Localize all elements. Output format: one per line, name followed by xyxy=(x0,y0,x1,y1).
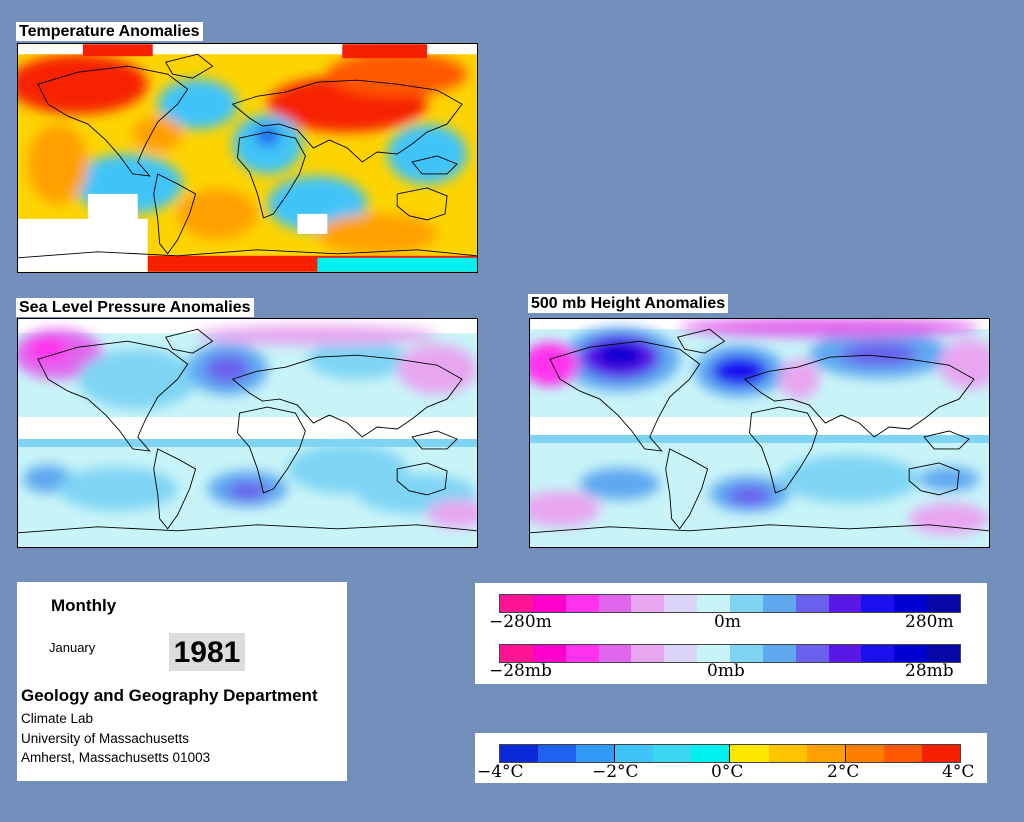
colorbar-swatch xyxy=(565,645,599,662)
height500-map-title: 500 mb Height Anomalies xyxy=(528,294,729,313)
colorbar-swatch xyxy=(883,745,922,762)
colorbar-swatch xyxy=(762,595,796,612)
colorbar-swatch xyxy=(894,645,928,662)
colorbar-swatch xyxy=(844,745,884,762)
colorbar-swatch xyxy=(664,645,698,662)
temp-label-neg4: −4°C xyxy=(477,762,524,782)
colorbar-swatch xyxy=(565,595,599,612)
height-min-label: −280m xyxy=(489,612,552,632)
colorbar-swatch xyxy=(664,595,698,612)
temp-label-2: 2°C xyxy=(827,762,860,782)
colorbar-swatch xyxy=(730,595,763,612)
colorbar-swatch xyxy=(614,745,654,762)
colorbar-swatch xyxy=(576,745,615,762)
colorbar-swatch xyxy=(921,745,960,762)
height-colorbar xyxy=(499,594,961,613)
temp-label-4: 4°C xyxy=(942,762,975,782)
height-mid-label: 0m xyxy=(714,612,741,632)
colorbar-swatch xyxy=(762,645,796,662)
address-line: Amherst, Massachusetts 01003 xyxy=(21,750,211,765)
department-name: Geology and Geography Department xyxy=(21,686,318,705)
pressure-colorbar xyxy=(499,644,961,663)
colorbar-swatch xyxy=(861,595,895,612)
pressure-mid-label: 0mb xyxy=(707,661,745,681)
info-panel: Monthly January 1981 Geology and Geograp… xyxy=(17,582,347,781)
temperature-anomaly-map xyxy=(17,43,478,273)
temperature-legend: −4°C −2°C 0°C 2°C 4°C xyxy=(475,733,987,783)
colorbar-swatch xyxy=(730,645,763,662)
colorbar-swatch xyxy=(538,745,577,762)
colorbar-swatch xyxy=(500,645,533,662)
slp-map-title: Sea Level Pressure Anomalies xyxy=(16,298,254,317)
colorbar-swatch xyxy=(598,595,632,612)
colorbar-swatch xyxy=(500,745,539,762)
period-label: Monthly xyxy=(51,596,117,615)
colorbar-swatch xyxy=(500,595,533,612)
colorbar-swatch xyxy=(729,745,769,762)
colorbar-swatch xyxy=(631,645,665,662)
colorbar-swatch xyxy=(631,595,665,612)
colorbar-swatch xyxy=(927,645,961,662)
lab-name: Climate Lab xyxy=(21,711,94,726)
colorbar-swatch xyxy=(532,645,566,662)
temperature-map-title: Temperature Anomalies xyxy=(16,22,203,41)
colorbar-swatch xyxy=(768,745,807,762)
pressure-min-label: −28mb xyxy=(489,661,552,681)
colorbar-swatch xyxy=(806,745,845,762)
colorbar-swatch xyxy=(828,595,862,612)
height-500mb-anomaly-map xyxy=(529,318,990,548)
colorbar-swatch xyxy=(697,595,731,612)
sea-level-pressure-anomaly-map xyxy=(17,318,478,548)
colorbar-swatch xyxy=(795,595,829,612)
month-label: January xyxy=(49,640,96,655)
temp-label-0: 0°C xyxy=(711,762,744,782)
colorbar-swatch xyxy=(598,645,632,662)
colorbar-swatch xyxy=(691,745,730,762)
colorbar-swatch xyxy=(894,595,928,612)
height-max-label: 280m xyxy=(905,612,954,632)
temp-label-neg2: −2°C xyxy=(592,762,639,782)
colorbar-swatch xyxy=(795,645,829,662)
pressure-max-label: 28mb xyxy=(905,661,954,681)
colorbar-swatch xyxy=(927,595,961,612)
year-display: 1981 xyxy=(169,633,245,671)
colorbar-swatch xyxy=(697,645,731,662)
colorbar-swatch xyxy=(828,645,862,662)
colorbar-swatch xyxy=(861,645,895,662)
university-name: University of Massachusetts xyxy=(21,731,190,746)
temperature-colorbar xyxy=(499,744,961,763)
colorbar-swatch xyxy=(653,745,692,762)
colorbar-swatch xyxy=(532,595,566,612)
height-pressure-legend: −280m 0m 280m −28mb 0mb 28mb xyxy=(475,583,987,684)
